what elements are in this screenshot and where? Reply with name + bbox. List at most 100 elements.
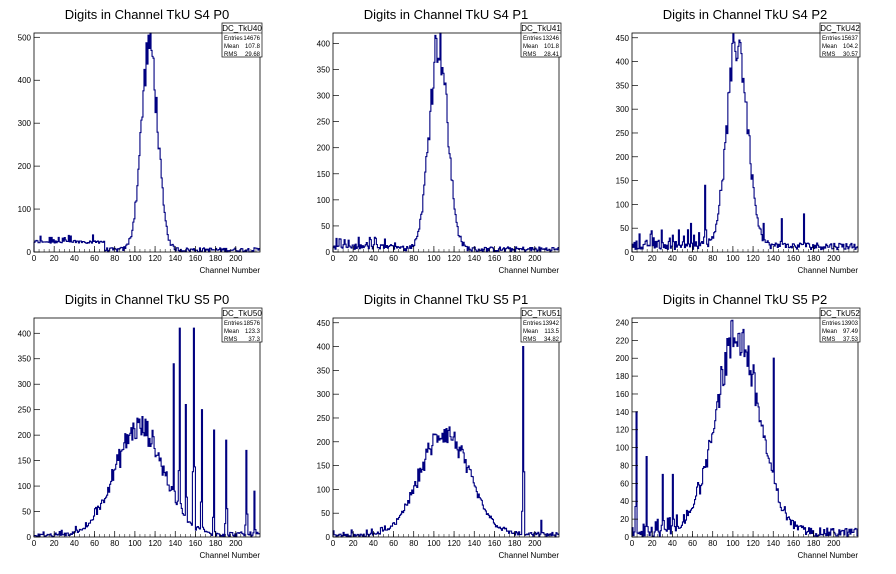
x-tick-label: 80 [708,539,717,548]
y-tick-label: 500 [18,33,32,42]
plot-frame [33,317,261,538]
y-tick-label: 220 [616,336,630,345]
x-tick-label: 20 [349,539,358,548]
stats-key: Entries [523,36,542,42]
y-tick-label: 100 [317,485,331,494]
x-tick-label: 0 [32,539,37,548]
stats-key: Entries [523,321,542,327]
x-tick-label: 20 [349,254,358,263]
stats-value: 30.57 [843,52,859,58]
x-tick-label: 200 [827,539,841,548]
x-tick-label: 80 [110,254,119,263]
stats-value: 107.8 [245,44,261,50]
x-tick-label: 40 [668,254,677,263]
chart-title: Digits in Channel TkU S5 P1 [364,292,529,307]
x-tick-label: 80 [409,254,418,263]
y-tick-label: 0 [27,248,32,257]
y-tick-label: 240 [616,318,630,327]
x-tick-label: 60 [688,254,697,263]
y-tick-label: 150 [18,457,32,466]
x-tick-label: 100 [128,539,142,548]
stats-key: RMS [224,52,237,58]
plot-frame [631,32,859,253]
y-tick-label: 150 [317,170,331,179]
x-tick-label: 180 [508,254,522,263]
y-tick-label: 0 [625,533,630,542]
y-tick-label: 250 [317,414,331,423]
x-axis-label: Channel Number [200,266,261,275]
x-tick-label: 60 [688,539,697,548]
x-tick-label: 80 [110,539,119,548]
y-tick-label: 20 [620,515,629,524]
stats-value: 97.49 [843,329,859,335]
y-tick-label: 80 [620,461,629,470]
y-tick-label: 140 [616,408,630,417]
x-tick-label: 160 [787,539,801,548]
x-tick-label: 60 [90,254,99,263]
y-tick-label: 300 [18,380,32,389]
x-tick-label: 0 [630,254,635,263]
chart-title: Digits in Channel TkU S5 P0 [65,292,230,307]
stats-key: RMS [523,52,536,58]
stats-value: 113.5 [544,329,559,335]
x-tick-label: 40 [70,539,79,548]
chart-title: Digits in Channel TkU S5 P2 [663,292,828,307]
plot-frame [33,32,261,253]
stats-key: Mean [822,329,837,335]
stats-name: DC_TkU42 [820,24,860,33]
stats-value: 34.82 [544,337,560,343]
stats-key: Mean [523,44,538,50]
y-tick-label: 60 [620,479,629,488]
stats-key: Entries [822,321,841,327]
y-tick-label: 300 [616,105,630,114]
y-tick-label: 200 [18,162,32,171]
y-tick-label: 0 [27,533,32,542]
x-tick-label: 80 [708,254,717,263]
y-tick-label: 400 [18,329,32,338]
plot-frame [631,317,859,538]
stats-value: 101.8 [544,44,560,50]
y-tick-label: 100 [18,205,32,214]
chart-title: Digits in Channel TkU S4 P1 [364,7,529,22]
x-tick-label: 200 [827,254,841,263]
x-axis-label: Channel Number [499,266,560,275]
stats-value: 28.41 [544,52,560,58]
x-tick-label: 140 [767,539,781,548]
y-tick-label: 250 [616,129,630,138]
x-tick-label: 60 [90,539,99,548]
y-tick-label: 0 [326,533,331,542]
stats-value: 13942 [542,321,559,327]
chart-panel-5: Digits in Channel TkU S5 P2 0 20 40 60 80 100 1… [616,292,861,560]
stats-key: Entries [822,36,841,42]
y-tick-label: 50 [620,224,629,233]
chart-panel-2: Digits in Channel TkU S4 P2 0 20 40 60 80 100 1… [616,7,861,275]
stats-box [221,307,263,343]
x-tick-label: 0 [331,539,336,548]
stats-key: Mean [822,44,837,50]
x-tick-label: 140 [767,254,781,263]
y-tick-label: 200 [616,354,630,363]
stats-value: 104.2 [843,44,859,50]
x-axis-label: Channel Number [200,551,261,560]
y-tick-label: 160 [616,390,630,399]
chart-panel-3: Digits in Channel TkU S5 P0 0 20 40 60 80 100 1… [18,292,263,560]
x-tick-label: 60 [389,539,398,548]
y-tick-label: 0 [625,248,630,257]
x-tick-label: 180 [807,254,821,263]
y-tick-label: 50 [321,509,330,518]
y-tick-label: 400 [317,343,331,352]
stats-value: 13903 [841,321,858,327]
stats-key: Mean [523,329,538,335]
y-tick-label: 200 [317,144,331,153]
histogram-series [332,346,559,538]
stats-key: Mean [224,329,239,335]
y-tick-label: 0 [326,248,331,257]
y-tick-label: 300 [18,119,32,128]
x-tick-label: 160 [488,254,502,263]
stats-name: DC_TkU50 [222,309,262,318]
stats-value: 37.3 [248,337,260,343]
y-tick-label: 100 [616,200,630,209]
y-tick-label: 350 [616,81,630,90]
stats-name: DC_TkU52 [820,309,860,318]
y-tick-label: 150 [317,462,331,471]
